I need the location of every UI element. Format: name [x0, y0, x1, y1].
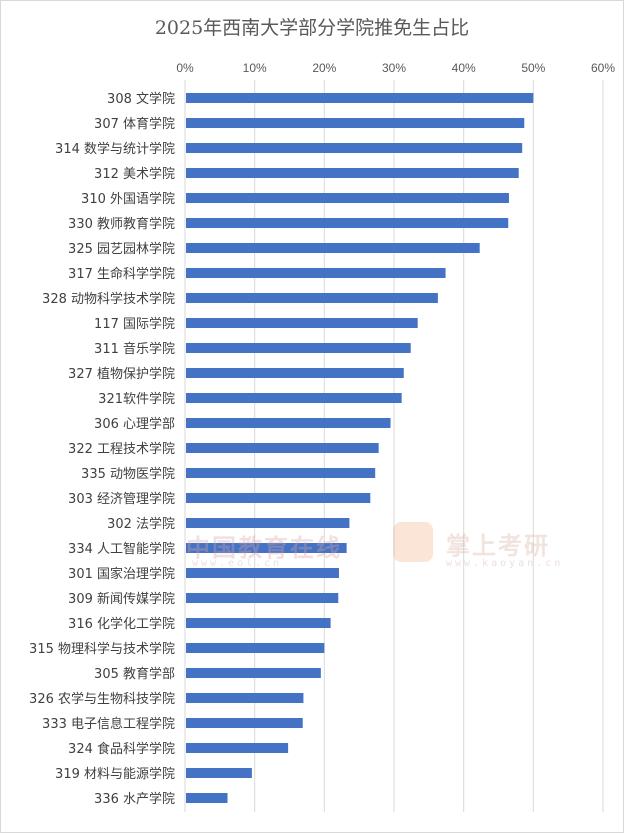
- bar: [186, 293, 438, 303]
- category-label: 325 园艺园林学院: [68, 241, 175, 257]
- category-label: 330 教师教育学院: [68, 216, 175, 232]
- bar: [186, 368, 404, 378]
- bar: [186, 443, 379, 453]
- category-label: 303 经济管理学院: [68, 491, 175, 507]
- bar: [186, 543, 347, 553]
- category-label: 334 人工智能学院: [68, 541, 175, 557]
- x-tick-label: 10%: [243, 61, 267, 75]
- bar: [186, 268, 446, 278]
- category-label: 335 动物医学院: [81, 466, 175, 482]
- x-tick-label: 50%: [521, 61, 545, 75]
- bar: [186, 518, 350, 528]
- category-label: 307 体育学院: [94, 116, 175, 132]
- category-label: 333 电子信息工程学院: [42, 716, 175, 732]
- bar: [186, 718, 303, 728]
- bar: [186, 393, 402, 403]
- category-label: 306 心理学部: [94, 416, 175, 432]
- bars: [186, 93, 534, 803]
- bar: [186, 668, 321, 678]
- category-label: 302 法学院: [107, 516, 175, 532]
- category-label: 315 物理科学与技术学院: [29, 641, 175, 657]
- bar: [186, 193, 509, 203]
- category-label: 311 音乐学院: [94, 341, 175, 357]
- category-label: 317 生命科学学院: [68, 266, 175, 282]
- category-label: 312 美术学院: [94, 166, 175, 182]
- x-tick-label: 30%: [382, 61, 406, 75]
- bar: [186, 418, 391, 428]
- category-label: 336 水产学院: [94, 791, 175, 807]
- category-label: 316 化学化工学院: [68, 616, 175, 632]
- category-label: 322 工程技术学院: [68, 441, 175, 457]
- x-axis-ticks: 0% 10% 20% 30% 40% 50% 60%: [176, 61, 615, 75]
- category-label: 308 文学院: [107, 91, 175, 107]
- y-axis-labels: 308 文学院 307 体育学院 314 数学与统计学院 312 美术学院 310 外国…: [29, 91, 175, 807]
- bar: [186, 243, 480, 253]
- bar: [186, 93, 534, 103]
- bar: [186, 343, 411, 353]
- bar: [186, 618, 331, 628]
- category-label: 328 动物科学技术学院: [42, 291, 175, 307]
- bar: [186, 493, 371, 503]
- bar: [186, 318, 418, 328]
- bar: [186, 568, 339, 578]
- bar: [186, 168, 519, 178]
- category-label: 301 国家治理学院: [68, 566, 175, 582]
- x-tick-label: 20%: [312, 61, 336, 75]
- category-label: 319 材料与能源学院: [55, 766, 175, 782]
- bar: [186, 643, 325, 653]
- x-tick-label: 40%: [452, 61, 476, 75]
- category-label: 324 食品科学学院: [68, 741, 175, 757]
- bar: [186, 593, 339, 603]
- category-label: 326 农学与生物科技学院: [29, 691, 175, 707]
- bar: [186, 468, 376, 478]
- bar: [186, 693, 304, 703]
- category-label: 117 国际学院: [94, 316, 175, 332]
- bar: [186, 118, 525, 128]
- category-label: 327 植物保护学院: [68, 366, 175, 382]
- x-tick-label: 0%: [176, 61, 194, 75]
- category-label: 309 新闻传媒学院: [68, 591, 175, 607]
- bar: [186, 743, 289, 753]
- bar: [186, 143, 523, 153]
- bar: [186, 218, 509, 228]
- category-label: 310 外国语学院: [81, 191, 175, 207]
- category-label: 314 数学与统计学院: [55, 141, 175, 157]
- bar: [186, 793, 228, 803]
- category-label: 321软件学院: [98, 391, 175, 407]
- bar: [186, 768, 252, 778]
- x-tick-label: 60%: [591, 61, 615, 75]
- category-label: 305 教育学部: [94, 666, 175, 682]
- chart-title: 2025年西南大学部分学院推免生占比: [155, 17, 469, 39]
